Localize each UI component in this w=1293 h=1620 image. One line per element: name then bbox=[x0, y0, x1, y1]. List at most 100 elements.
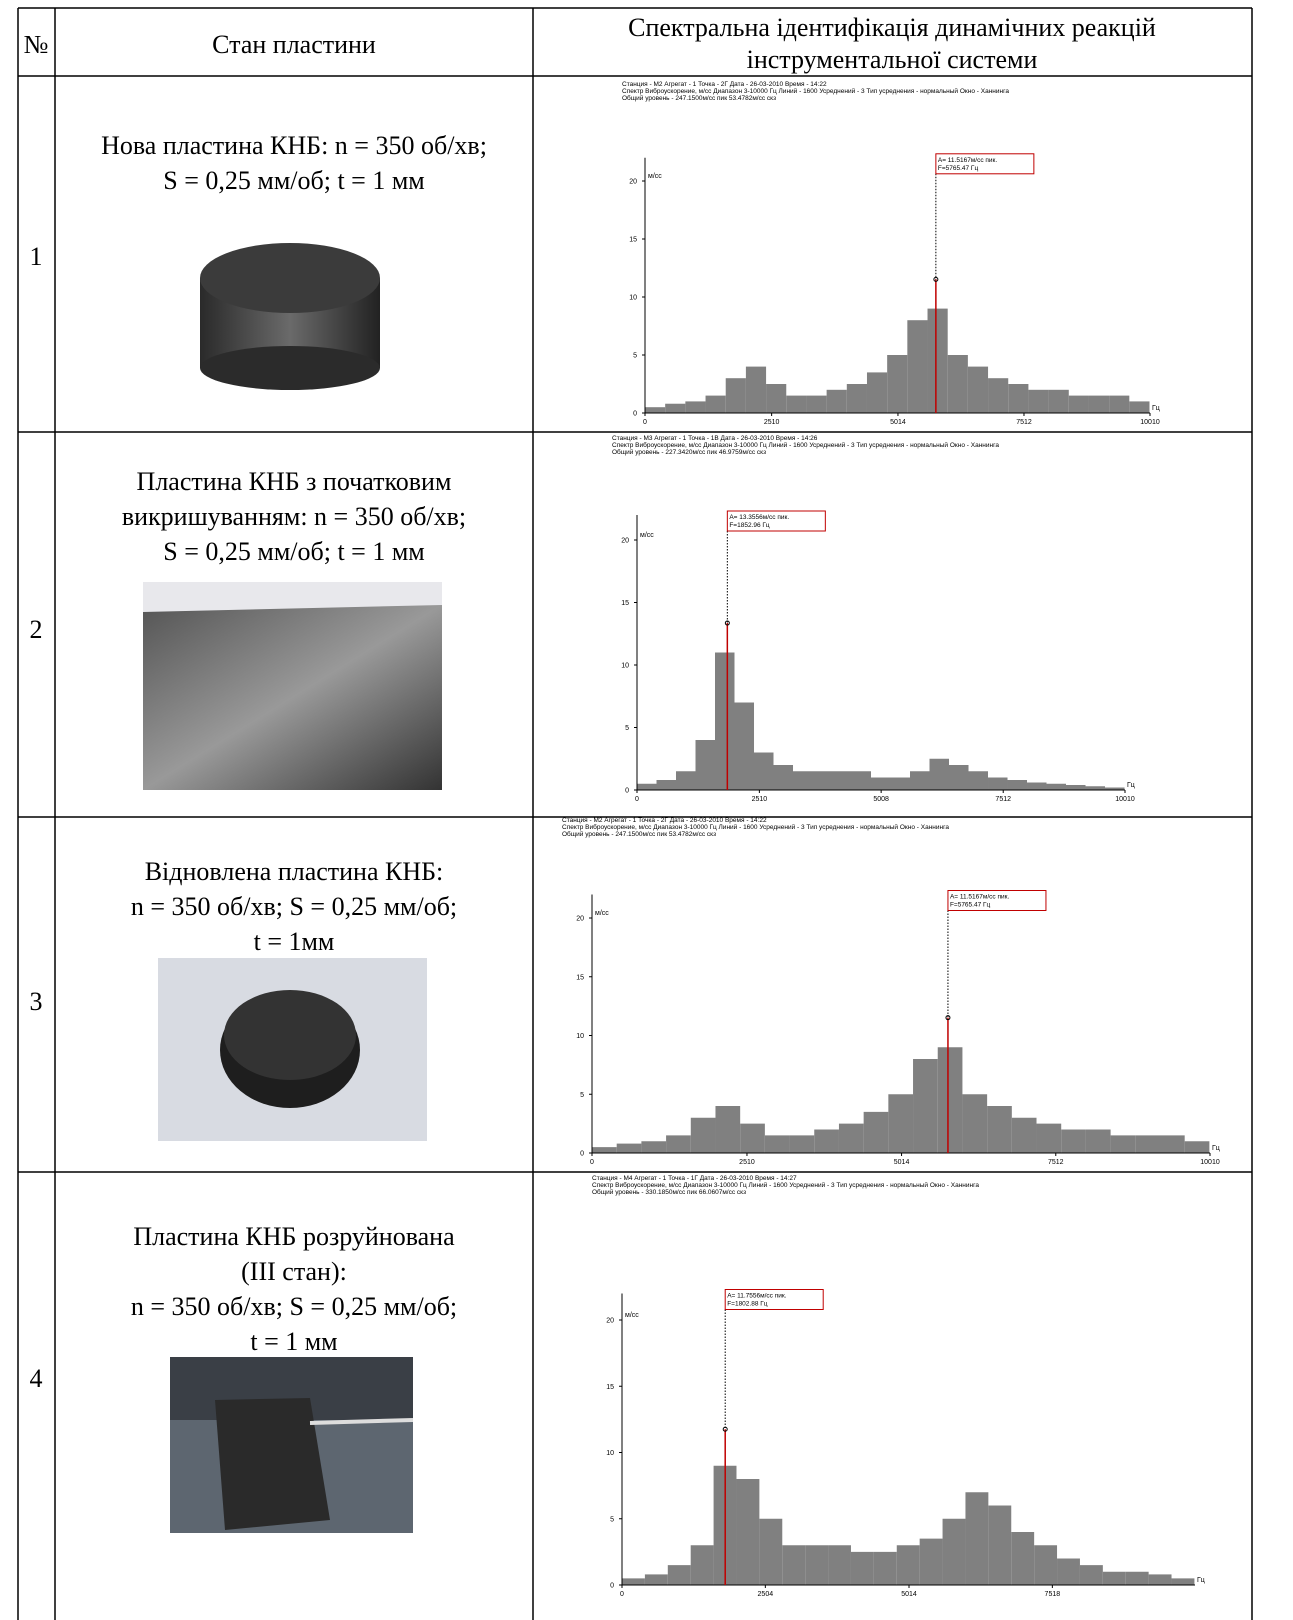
photo-restored-insert bbox=[158, 958, 427, 1141]
spectrum-bar bbox=[806, 395, 827, 413]
x-tick-label: 10010 bbox=[1115, 796, 1135, 803]
y-unit: м/сс bbox=[648, 173, 662, 180]
spectrum-bar bbox=[871, 777, 891, 790]
spectrum-bar bbox=[622, 1578, 645, 1585]
peak-box bbox=[724, 1289, 824, 1310]
x-unit: Гц bbox=[1197, 1577, 1205, 1584]
spectrum-bar bbox=[789, 1135, 815, 1153]
spectrum-bar bbox=[962, 1094, 988, 1153]
spectrum-bar bbox=[1102, 1571, 1126, 1585]
row-number: 1 bbox=[30, 242, 43, 271]
spectrum-bar bbox=[907, 320, 928, 413]
spectrum-bar bbox=[965, 1492, 989, 1585]
row-description: n = 350 об/хв; S = 0,25 мм/об; bbox=[131, 892, 457, 921]
x-tick-label: 10010 bbox=[1200, 1159, 1220, 1166]
spectrum-bar bbox=[705, 395, 726, 413]
peak-frequency: F=1852.96 Гц bbox=[729, 522, 770, 529]
spectrum-bar bbox=[766, 384, 787, 413]
y-tick-label: 20 bbox=[629, 179, 637, 186]
spectrum-bar bbox=[910, 771, 930, 790]
peak-frequency: F=5765.47 Гц bbox=[950, 902, 991, 909]
spectrum-bar bbox=[1109, 395, 1130, 413]
spectrum-bar bbox=[988, 378, 1009, 413]
y-tick-label: 5 bbox=[610, 1516, 614, 1523]
row-description: Відновлена пластина КНБ: bbox=[145, 857, 444, 886]
peak-marker bbox=[933, 276, 939, 282]
spectrum-bar bbox=[873, 1551, 897, 1585]
spectrum-bar bbox=[1184, 1141, 1210, 1153]
spectrum-bar bbox=[592, 1147, 617, 1153]
y-tick-label: 10 bbox=[621, 663, 629, 670]
y-tick-label: 5 bbox=[625, 725, 629, 732]
spectrum-bar bbox=[988, 1505, 1012, 1585]
x-tick-label: 5008 bbox=[873, 796, 889, 803]
spectrum-bar bbox=[828, 1545, 851, 1585]
peak-amplitude: A= 11.7556м/сс пик. bbox=[727, 1293, 787, 1300]
row-description: n = 350 об/хв; S = 0,25 мм/об; bbox=[131, 1292, 457, 1321]
spectrum-bar bbox=[988, 777, 1008, 790]
spectrum-bar bbox=[644, 1574, 668, 1585]
spectrum-bar bbox=[690, 1117, 716, 1153]
x-tick-label: 7512 bbox=[1016, 419, 1032, 426]
spectrum-bar bbox=[863, 1111, 889, 1153]
spectrum-bar bbox=[641, 1141, 667, 1153]
spectrum-bar bbox=[1034, 1545, 1058, 1585]
header-number: № bbox=[24, 30, 49, 59]
spectrum-header: Спектр Виброускорение, м/сс Диапазон 3-1… bbox=[562, 823, 949, 831]
spectrum-bar bbox=[947, 355, 968, 413]
spectrum-bar bbox=[715, 652, 735, 790]
spectrum-bar bbox=[1028, 389, 1049, 413]
spectrum-bar bbox=[1129, 401, 1150, 413]
peak-box bbox=[947, 890, 1047, 911]
y-tick-label: 15 bbox=[629, 237, 637, 244]
spectrum-bar bbox=[896, 1545, 920, 1585]
peak-marker bbox=[945, 1015, 951, 1021]
y-tick-label: 15 bbox=[606, 1384, 614, 1391]
x-tick-label: 2510 bbox=[739, 1159, 755, 1166]
spectrum-bar bbox=[786, 395, 807, 413]
spectrum-bar bbox=[968, 771, 989, 790]
spectrum-bar bbox=[1011, 1532, 1035, 1585]
table-grid bbox=[17, 7, 1253, 1620]
row-description: t = 1 мм bbox=[250, 1327, 337, 1356]
x-tick-label: 5014 bbox=[901, 1591, 917, 1598]
spectrum-bar bbox=[1068, 395, 1089, 413]
spectrum-header: Станция - М3 Агрегат - 1 Точка - 1В Дата… bbox=[612, 435, 818, 442]
spectrum-bar bbox=[1011, 1117, 1037, 1153]
spectrum-bar bbox=[1159, 1135, 1185, 1153]
spectrum-bar bbox=[987, 1106, 1012, 1153]
x-tick-label: 0 bbox=[590, 1159, 594, 1166]
spectrum-bar bbox=[1066, 785, 1086, 790]
y-tick-label: 20 bbox=[606, 1318, 614, 1325]
spectrum-header: Станция - М4 Агрегат - 1 Точка - 1Г Дата… bbox=[592, 1175, 797, 1182]
spectrum-bar bbox=[656, 780, 677, 790]
y-tick-label: 10 bbox=[606, 1450, 614, 1457]
spectrum-bar bbox=[814, 1129, 839, 1153]
spectrum-header: Общий уровень - 247.1500м/сс пик 53.4782… bbox=[562, 830, 716, 838]
spectrum-bar bbox=[1046, 783, 1067, 790]
peak-amplitude: A= 11.5167м/сс пик. bbox=[950, 894, 1010, 901]
spectrum-bar bbox=[676, 771, 696, 790]
spectrum-bar bbox=[805, 1545, 829, 1585]
spectrum-bar bbox=[645, 407, 666, 413]
spectrum-bar bbox=[754, 752, 774, 790]
spectrum-bar bbox=[913, 1059, 938, 1153]
spectrum-bar bbox=[690, 1545, 714, 1585]
spectrum-header: Общий уровень - 247.1500м/сс пик 53.4782… bbox=[622, 94, 776, 102]
spectrum-header: Общий уровень - 227.3420м/сс пик 46.9759… bbox=[612, 448, 766, 456]
spectrum-bar bbox=[695, 740, 716, 790]
spectrum-bar bbox=[1105, 787, 1125, 790]
x-tick-label: 10010 bbox=[1140, 419, 1160, 426]
spectrum-bar bbox=[745, 366, 767, 413]
spectrum-bar bbox=[1125, 1571, 1149, 1585]
spectrum-bar bbox=[1085, 786, 1106, 790]
spectrum-bar bbox=[1085, 1129, 1111, 1153]
spectrum-bar bbox=[793, 771, 813, 790]
spectrum-bar bbox=[942, 1518, 966, 1585]
x-tick-label: 7518 bbox=[1045, 1591, 1061, 1598]
photo-new-insert bbox=[200, 243, 380, 390]
x-tick-label: 5014 bbox=[894, 1159, 910, 1166]
spectrum-bar bbox=[1079, 1565, 1103, 1585]
